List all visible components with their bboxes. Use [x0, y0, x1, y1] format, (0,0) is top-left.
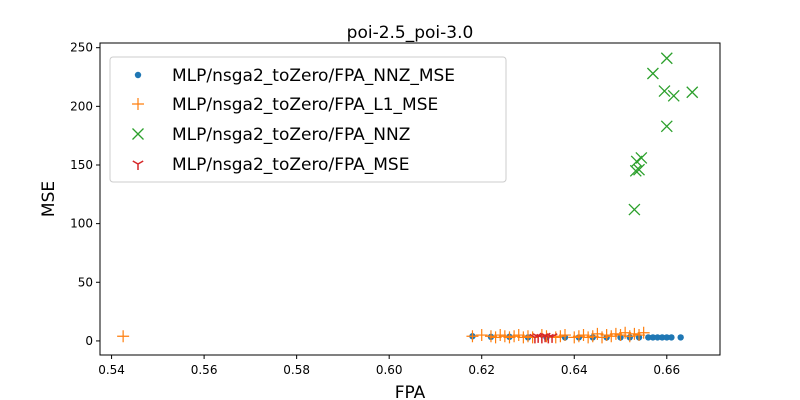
data-point-s1-19 — [572, 330, 585, 343]
legend-label-fpa-l1-mse: MLP/nsga2_toZero/FPA_L1_MSE — [172, 95, 438, 115]
data-point-s2-10 — [660, 52, 673, 65]
data-point-s1-22 — [586, 330, 599, 343]
x-tick-label: 0.54 — [98, 363, 125, 377]
data-point-s0-15 — [658, 334, 666, 341]
data-point-s2-0 — [628, 203, 641, 216]
data-point-s0-16 — [663, 334, 670, 341]
data-point-s1-0 — [117, 330, 130, 343]
data-point-s1-32 — [633, 329, 646, 342]
x-tick-label: 0.66 — [653, 363, 680, 377]
legend-label-fpa-nnz-mse: MLP/nsga2_toZero/FPA_NNZ_MSE — [172, 66, 455, 86]
legend-marker-0 — [134, 71, 142, 79]
data-point-s2-6 — [646, 67, 659, 80]
data-point-s1-27 — [609, 327, 622, 340]
y-tick-label: 150 — [70, 158, 93, 172]
data-point-s0-13 — [649, 334, 657, 341]
y-axis-ticks: 0 50 100 150 200 250 — [70, 41, 100, 348]
data-point-s1-5 — [494, 329, 507, 342]
legend-marker-3 — [132, 160, 144, 170]
data-point-s1-1 — [466, 330, 479, 343]
legend-marker-1 — [132, 98, 144, 110]
x-tick-label: 0.62 — [468, 363, 495, 377]
data-point-s2-5 — [660, 120, 673, 133]
data-point-s1-31 — [628, 327, 641, 340]
y-tick-label: 200 — [70, 99, 93, 113]
data-point-s1-4 — [489, 331, 502, 344]
data-point-s2-4 — [630, 155, 643, 168]
data-point-s2-2 — [633, 163, 645, 176]
x-axis-ticks: 0.54 0.56 0.58 0.60 0.62 0.64 0.66 — [98, 355, 680, 377]
plot-frame — [99, 42, 721, 356]
y-tick-label: 100 — [70, 217, 93, 231]
data-point-s1-33 — [637, 326, 650, 339]
y-axis-label: MSE — [39, 181, 59, 217]
legend-markers — [132, 71, 144, 170]
data-point-s1-26 — [605, 330, 618, 343]
x-axis-label: FPA — [395, 383, 426, 400]
data-point-s1-24 — [596, 331, 609, 344]
data-point-s2-1 — [629, 164, 642, 177]
data-point-s0-17 — [668, 334, 675, 341]
data-point-s3-5 — [546, 333, 558, 343]
data-point-s0-18 — [677, 334, 684, 341]
data-point-s0-12 — [645, 334, 652, 341]
legend-box — [109, 56, 507, 183]
legend-label-fpa-nnz: MLP/nsga2_toZero/FPA_NNZ — [172, 125, 410, 145]
x-tick-label: 0.64 — [561, 363, 588, 377]
data-point-s1-8 — [508, 330, 521, 343]
data-point-s0-14 — [654, 334, 661, 341]
data-point-s2-9 — [686, 86, 699, 99]
legend: MLP/nsga2_toZero/FPA_NNZ_MSE MLP/nsga2_t… — [109, 56, 507, 183]
legend-marker-2 — [132, 128, 144, 140]
data-point-s1-30 — [623, 330, 636, 343]
x-tick-label: 0.56 — [191, 363, 218, 377]
data-point-s2-8 — [667, 89, 680, 102]
data-point-s1-7 — [503, 331, 516, 344]
data-point-s1-9 — [512, 329, 525, 342]
x-tick-label: 0.58 — [283, 363, 310, 377]
legend-label-fpa-mse: MLP/nsga2_toZero/FPA_MSE — [172, 155, 409, 175]
chart-title: poi-2.5_poi-3.0 — [347, 23, 474, 43]
data-point-s2-7 — [658, 85, 671, 98]
y-tick-label: 250 — [70, 41, 93, 55]
data-point-s1-12 — [526, 331, 539, 344]
y-tick-label: 0 — [85, 334, 93, 348]
y-tick-label: 50 — [78, 275, 93, 289]
data-point-s1-16 — [554, 330, 567, 343]
plot-marks — [117, 52, 699, 344]
x-tick-label: 0.60 — [376, 363, 403, 377]
data-point-s1-21 — [582, 331, 595, 344]
data-point-s1-28 — [614, 329, 627, 342]
data-point-s1-18 — [568, 331, 581, 344]
data-point-s1-20 — [577, 329, 590, 342]
data-point-s1-25 — [600, 329, 613, 342]
data-point-s1-2 — [475, 329, 488, 342]
data-point-s1-17 — [559, 329, 571, 342]
data-point-s1-3 — [484, 330, 497, 343]
